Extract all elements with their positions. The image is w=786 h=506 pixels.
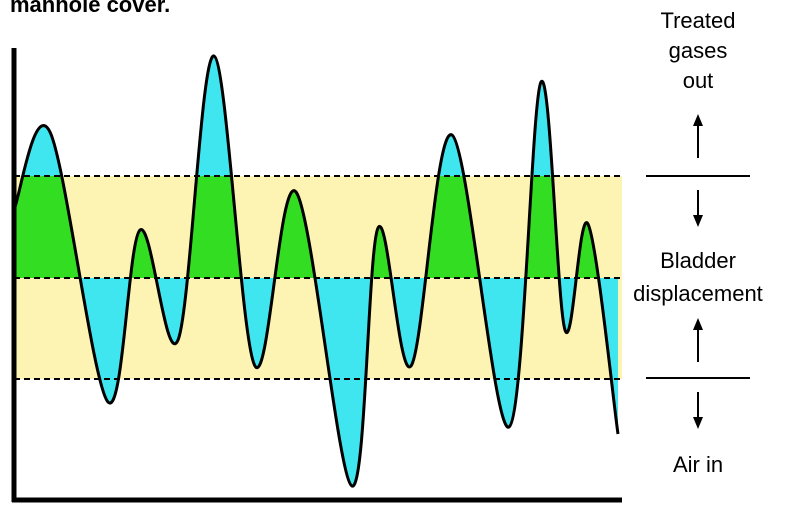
label-treated: Treated (660, 8, 735, 33)
label-bladder: Bladder (660, 248, 736, 273)
arrow-up-icon (693, 114, 703, 158)
label-out: out (683, 68, 714, 93)
arrow-up-icon (693, 318, 703, 362)
arrow-down-icon (693, 392, 703, 429)
label-gases: gases (669, 38, 728, 63)
label-air-in: Air in (673, 452, 723, 477)
label-displacement: displacement (633, 281, 763, 306)
displacement-curve (12, 54, 620, 488)
arrow-down-icon (693, 190, 703, 227)
caption-top: manhole cover. (10, 0, 170, 17)
fill-above-band (14, 55, 618, 176)
